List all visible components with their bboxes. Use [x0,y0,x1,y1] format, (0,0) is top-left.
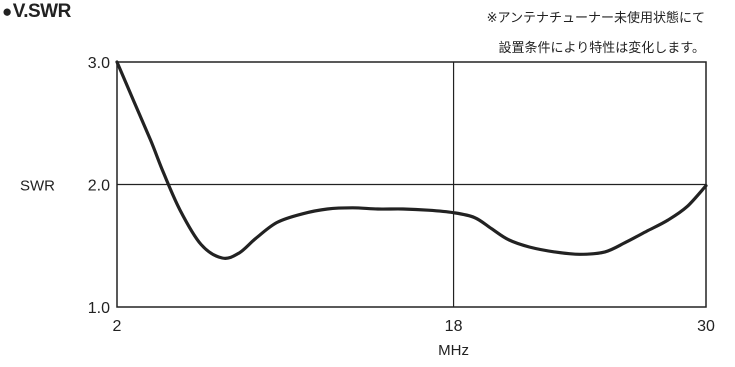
y-tick-label: 2.0 [88,178,110,195]
chart-title: ●V.SWR [2,1,71,23]
y-tick-label: 3.0 [88,55,110,72]
bullet-icon: ● [2,2,12,21]
grid-lines [117,62,706,307]
note-line-1: ※アンテナチューナー未使用状態にて [486,11,705,26]
note-line-2: 設置条件により特性は変化します。 [498,41,705,56]
x-tick-label: 18 [445,318,463,335]
swr-series-line [115,60,708,260]
x-tick-label: 2 [113,318,122,335]
x-tick-label: 30 [697,318,715,335]
x-axis-label: MHz [438,342,469,359]
y-axis-label: SWR [20,178,55,195]
y-tick-label: 1.0 [88,300,110,317]
chart-title-text: V.SWR [12,1,72,22]
series-lines [115,60,708,260]
tick-labels: 1.0 2.0 3.0 2 18 30 [88,55,715,335]
